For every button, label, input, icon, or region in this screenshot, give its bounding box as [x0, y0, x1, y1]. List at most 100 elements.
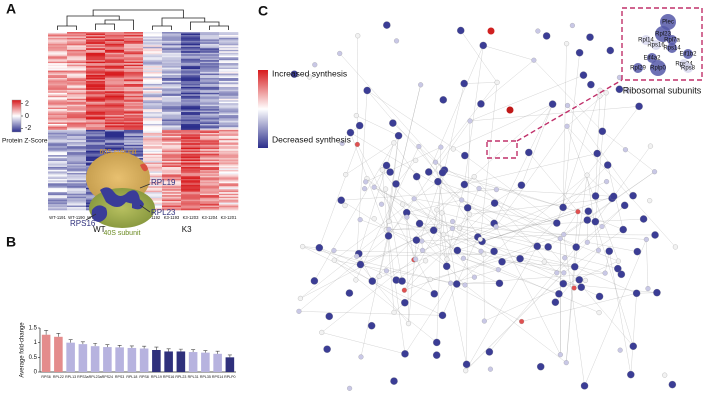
heatmap-cell: [124, 129, 144, 132]
heatmap-cell: [67, 109, 87, 111]
error-bar: [44, 330, 49, 335]
group-label: WT: [93, 225, 106, 234]
heatmap-cell: [67, 98, 87, 101]
heatmap-cell: [143, 156, 163, 159]
heatmap-cell: [67, 121, 87, 123]
network-node: [619, 225, 627, 234]
heatmap-cell: [200, 39, 220, 42]
heatmap-cell: [219, 174, 239, 177]
heatmap-cell: [143, 40, 163, 43]
network-edge: [433, 170, 445, 231]
heatmap-cell: [200, 204, 220, 206]
network-node: [616, 74, 623, 80]
heatmap-cell: [143, 45, 163, 48]
heatmap-cell: [200, 42, 220, 45]
heatmap-cell: [105, 34, 125, 37]
inset-node-label: Eif4a2: [643, 56, 661, 62]
heatmap-cell: [48, 98, 68, 101]
heatmap-cell: [143, 121, 163, 123]
network-node: [595, 247, 602, 253]
heatmap-cell: [143, 115, 163, 117]
heatmap-cell: [181, 141, 201, 144]
heatmap-cell: [143, 75, 163, 77]
heatmap-cell: [219, 64, 239, 67]
network-node: [355, 33, 361, 39]
heatmap-cell: [48, 150, 68, 153]
heatmap-cell: [200, 82, 220, 85]
heatmap-cell: [143, 88, 163, 91]
heatmap-cell: [143, 61, 163, 64]
heatmap-cell: [181, 110, 201, 113]
heatmap-cell: [48, 190, 68, 193]
heatmap-cell: [162, 83, 182, 86]
network-node: [357, 217, 363, 223]
network-edge: [442, 172, 578, 212]
heatmap-cell: [67, 186, 87, 189]
heatmap-cell: [86, 91, 106, 94]
network-node: [569, 22, 575, 29]
network-edge: [483, 45, 534, 61]
heatmap-cell: [162, 82, 182, 85]
heatmap-cell: [219, 40, 239, 43]
network-node: [337, 196, 345, 204]
heatmap-cell: [48, 175, 68, 178]
heatmap-cell: [48, 184, 68, 187]
heatmap-cell: [105, 67, 125, 70]
heatmap-cell: [181, 101, 201, 104]
heatmap-cell: [143, 66, 163, 68]
heatmap-cell: [124, 75, 144, 77]
heatmap-cell: [162, 64, 182, 67]
heatmap-cell: [105, 116, 125, 119]
network-edge: [566, 266, 575, 363]
heatmap-cell: [181, 161, 201, 163]
heatmap-cell: [48, 119, 68, 122]
heatmap-cell: [86, 152, 106, 154]
heatmap-cell: [181, 158, 201, 160]
bar: [66, 342, 75, 372]
heatmap-cell: [200, 104, 220, 107]
network-edge: [386, 226, 440, 231]
inset-node: [647, 53, 657, 63]
network-node: [391, 309, 397, 315]
network-node: [563, 360, 569, 366]
network-edge: [461, 199, 538, 247]
heatmap-cell: [143, 137, 163, 140]
network-node: [662, 372, 668, 378]
heatmap-cell: [105, 138, 125, 141]
heatmap-cell: [48, 155, 68, 157]
network-edge: [456, 175, 588, 285]
heatmap-cell: [219, 140, 239, 143]
inset-node: [660, 14, 676, 30]
heatmap-cell: [48, 138, 68, 141]
heatmap-cell: [67, 64, 87, 67]
heatmap-cell: [67, 115, 87, 117]
heatmap-cell: [124, 123, 144, 126]
bar: [103, 347, 112, 372]
heatmap-cell: [48, 198, 68, 200]
heatmap-cell: [67, 196, 87, 199]
heatmap-cell: [143, 48, 163, 51]
heatmap-cell: [181, 153, 201, 156]
network-node: [672, 244, 678, 250]
network-edge: [563, 171, 655, 235]
heatmap-cell: [48, 66, 68, 68]
heatmap-cell: [162, 205, 182, 208]
heatmap-cell: [86, 144, 106, 147]
network-node: [490, 199, 499, 207]
heatmap-cell: [124, 112, 144, 114]
network-edge: [298, 235, 389, 312]
network-node: [493, 187, 499, 193]
heatmap-cell: [200, 187, 220, 190]
heatmap-cell: [67, 126, 87, 129]
heatmap-cell: [67, 75, 87, 77]
heatmap-cell: [67, 189, 87, 192]
heatmap-cell: [105, 150, 125, 153]
heatmap-cell: [105, 101, 125, 104]
network-node: [379, 201, 385, 207]
heatmap-cell: [48, 204, 68, 206]
network-edge: [595, 90, 601, 197]
bar: [225, 357, 235, 372]
network-edge: [319, 144, 358, 248]
network-edge: [438, 226, 467, 365]
heatmap-cell: [219, 147, 239, 150]
